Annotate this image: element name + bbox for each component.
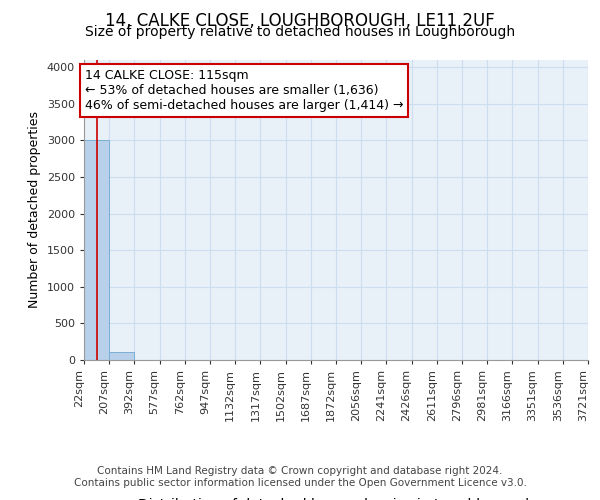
Text: Size of property relative to detached houses in Loughborough: Size of property relative to detached ho… — [85, 25, 515, 39]
Y-axis label: Number of detached properties: Number of detached properties — [28, 112, 41, 308]
Text: 14, CALKE CLOSE, LOUGHBOROUGH, LE11 2UF: 14, CALKE CLOSE, LOUGHBOROUGH, LE11 2UF — [105, 12, 495, 30]
Bar — [109, 352, 134, 360]
Bar — [84, 140, 109, 360]
Text: 14 CALKE CLOSE: 115sqm
← 53% of detached houses are smaller (1,636)
46% of semi-: 14 CALKE CLOSE: 115sqm ← 53% of detached… — [85, 69, 403, 112]
X-axis label: Distribution of detached houses by size in Loughborough: Distribution of detached houses by size … — [138, 498, 534, 500]
Text: Contains HM Land Registry data © Crown copyright and database right 2024.
Contai: Contains HM Land Registry data © Crown c… — [74, 466, 526, 487]
